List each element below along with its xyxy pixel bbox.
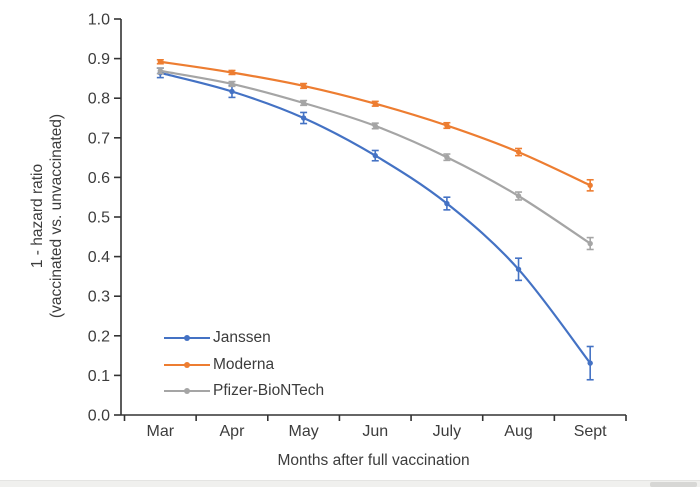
scrollbar-thumb[interactable]: [650, 482, 697, 487]
legend-label: Janssen: [213, 329, 271, 347]
x-tick-label: May: [288, 423, 318, 440]
data-point-marker: [444, 154, 450, 160]
data-point-marker: [515, 149, 522, 155]
y-tick-label: 0.1: [88, 368, 110, 385]
y-tick-label: 0.9: [88, 51, 110, 68]
y-tick-label: 0.4: [88, 249, 110, 266]
y-tick-label: 0.8: [88, 91, 110, 108]
data-point-marker: [372, 152, 378, 159]
y-tick-label: 0.0: [88, 408, 110, 425]
data-point-marker: [300, 100, 307, 106]
legend-line-marker-icon: [164, 352, 210, 378]
x-axis-title: Months after full vaccination: [277, 452, 470, 469]
data-point-marker: [229, 81, 235, 87]
x-tick-label: Sept: [574, 423, 607, 440]
y-axis-title-line1: 1 - hazard ratio: [29, 163, 46, 269]
data-point-marker: [229, 69, 235, 76]
horizontal-scrollbar[interactable]: [0, 480, 700, 487]
legend-item-pfizer-biontech: Pfizer-BioNTech: [164, 378, 324, 405]
series-pfizer-biontech: [156, 67, 594, 251]
y-tick-label: 0.2: [88, 328, 110, 345]
data-point-marker: [587, 240, 593, 247]
data-point-marker: [157, 68, 164, 74]
y-tick-label: 1.0: [88, 12, 110, 29]
y-tick-label: 0.7: [88, 130, 110, 147]
series-line: [160, 71, 592, 364]
legend-line-marker-icon: [164, 325, 210, 351]
legend-line-marker-icon: [164, 378, 210, 404]
x-tick-label: Mar: [147, 423, 175, 440]
data-point-marker: [372, 123, 378, 129]
x-tick-label: Aug: [504, 423, 532, 440]
legend-label: Moderna: [213, 355, 275, 373]
legend-label: Pfizer-BioNTech: [213, 382, 325, 400]
data-point-marker: [515, 266, 522, 272]
data-point-marker: [444, 200, 450, 207]
data-point-marker: [587, 360, 593, 366]
y-tick-label: 0.3: [88, 289, 110, 306]
data-point-marker: [229, 88, 235, 95]
data-point-marker: [372, 101, 378, 107]
y-tick-label: 0.6: [88, 170, 110, 187]
y-axis-title-line2: (vaccinated vs. unvaccinated): [48, 113, 65, 319]
data-point-marker: [444, 122, 450, 129]
legend-item-moderna: Moderna: [164, 352, 324, 379]
legend: Janssen Moderna Pfizer-BioNTech: [164, 325, 324, 405]
data-point-marker: [157, 59, 164, 65]
series-janssen: [156, 67, 594, 381]
x-tick-label: Apr: [220, 423, 246, 440]
data-point-marker: [300, 115, 307, 121]
data-point-marker: [300, 83, 307, 89]
x-tick-label: July: [433, 423, 461, 440]
legend-item-janssen: Janssen: [164, 325, 324, 352]
x-tick-label: Jun: [362, 423, 388, 440]
data-point-marker: [587, 182, 593, 189]
y-axis-title: 1 - hazard ratio (vaccinated vs. unvacci…: [28, 114, 66, 318]
data-point-marker: [515, 193, 522, 199]
series-moderna: [156, 58, 594, 192]
y-tick-label: 0.5: [88, 210, 110, 227]
